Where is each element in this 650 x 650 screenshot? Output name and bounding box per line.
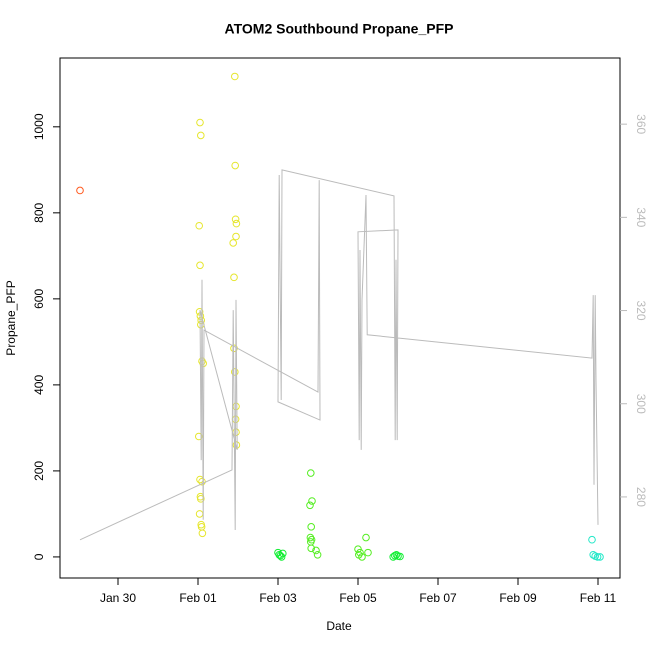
- data-point: [197, 131, 205, 140]
- data-point: [196, 261, 204, 270]
- y-tick-label: 0: [32, 553, 46, 560]
- data-point: [596, 553, 604, 561]
- y2-tick-label: 320: [634, 301, 648, 321]
- data-point: [232, 232, 240, 241]
- data-point: [231, 215, 240, 224]
- data-point: [195, 432, 203, 441]
- x-tick-label: Feb 03: [259, 591, 297, 605]
- chart-title: ATOM2 Southbound Propane_PFP: [225, 21, 454, 37]
- data-point: [198, 529, 207, 538]
- data-point: [307, 523, 316, 531]
- data-point: [276, 551, 285, 560]
- y-axis-title: Propane_PFP: [4, 280, 18, 355]
- data-point: [195, 510, 204, 518]
- data-point: [307, 544, 316, 553]
- y2-tick-label: 360: [634, 114, 648, 134]
- data-point: [197, 316, 205, 325]
- x-tick-label: Feb 09: [499, 591, 537, 605]
- data-point: [364, 548, 372, 557]
- y2-tick-label: 280: [634, 487, 648, 507]
- data-point: [312, 546, 320, 555]
- data-point: [232, 219, 241, 228]
- data-point: [229, 239, 237, 247]
- y-tick-label: 800: [32, 203, 46, 223]
- data-point: [589, 550, 598, 559]
- x-tick-label: Jan 30: [100, 591, 136, 605]
- data-point: [313, 550, 322, 559]
- x-tick-label: Feb 07: [419, 591, 457, 605]
- data-point: [358, 553, 366, 561]
- data-point: [230, 273, 238, 282]
- data-point: [362, 533, 370, 542]
- data-point: [231, 368, 239, 376]
- y2-tick-label: 300: [634, 394, 648, 414]
- data-point: [588, 535, 596, 544]
- data-point: [306, 501, 314, 510]
- data-point: [231, 72, 239, 81]
- x-axis-title: Date: [326, 619, 352, 633]
- data-point: [279, 549, 287, 558]
- data-point: [231, 161, 239, 170]
- x-tick-label: Feb 01: [179, 591, 217, 605]
- y-tick-label: 1000: [32, 113, 46, 140]
- x-tick-label: Feb 05: [339, 591, 377, 605]
- data-point: [275, 550, 284, 559]
- y2-tick-label: 340: [634, 207, 648, 227]
- x-tick-label: Feb 11: [580, 591, 617, 605]
- data-point: [196, 118, 204, 127]
- data-point: [391, 551, 399, 560]
- data-point: [197, 495, 205, 503]
- data-point: [308, 497, 316, 505]
- y-tick-label: 600: [32, 289, 46, 309]
- data-point: [307, 469, 315, 477]
- data-point: [76, 186, 84, 195]
- data-point: [396, 552, 404, 561]
- data-line: [79, 169, 599, 541]
- data-point: [195, 221, 203, 230]
- plot-frame: [59, 57, 621, 579]
- y-tick-label: 400: [32, 375, 46, 395]
- data-point: [392, 550, 401, 559]
- data-point: [277, 553, 286, 561]
- data-point: [593, 553, 602, 561]
- y-tick-label: 200: [32, 461, 46, 481]
- data-point: [199, 359, 207, 368]
